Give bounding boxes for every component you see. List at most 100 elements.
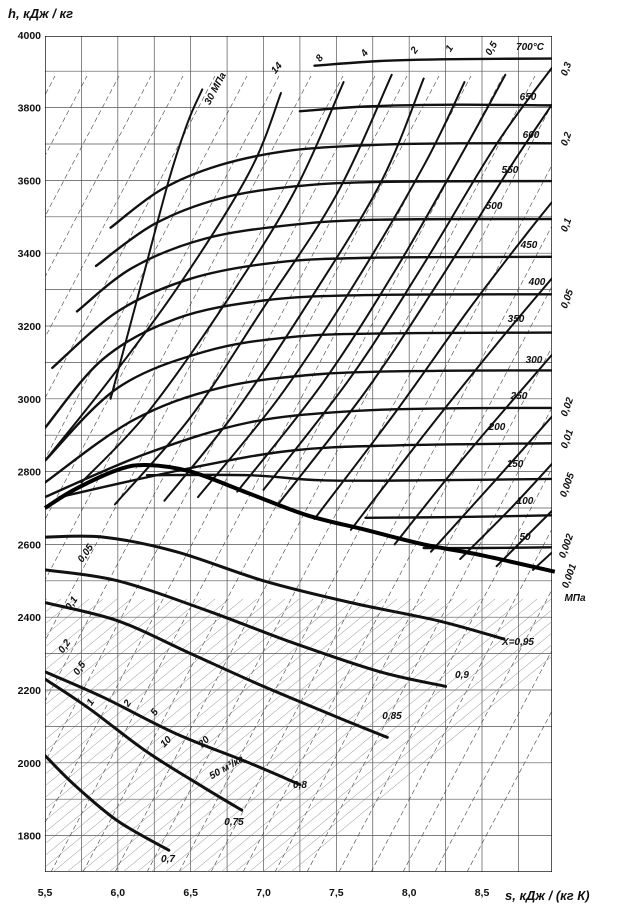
isochore-line	[45, 75, 312, 581]
y-tick-label: 3400	[18, 248, 42, 260]
x-tick-label: 8,0	[402, 887, 417, 899]
isochore-line	[50, 75, 472, 872]
isochore-line	[114, 75, 536, 872]
wet-hatch-line	[122, 598, 454, 872]
isochore-line	[45, 75, 344, 642]
dashed-isochores	[0, 75, 552, 872]
wet-hatch-line	[45, 598, 132, 671]
wet-hatch-line	[136, 598, 468, 872]
wet-hatch-line	[45, 598, 160, 694]
wet-hatch-line	[45, 598, 258, 775]
x-axis-title: s, кДж / (кг К)	[505, 888, 590, 903]
isotherms	[45, 57, 552, 550]
wet-hatch-line	[45, 598, 244, 764]
curve-label: 600	[523, 130, 540, 141]
y-tick-label: 3200	[18, 321, 42, 333]
y-tick-label: 3000	[18, 394, 42, 406]
wet-hatch-line	[0, 599, 19, 872]
isotherm-curve	[45, 293, 552, 430]
isotherm-curve	[51, 255, 552, 370]
dryness-curve	[45, 670, 302, 787]
dryness-curve	[45, 601, 389, 739]
isotherm-curve	[94, 179, 552, 268]
curve-label: 0,02	[559, 396, 576, 418]
isobar-curve	[393, 353, 552, 546]
wet-hatch-line	[45, 598, 216, 740]
dryness-curve	[45, 754, 171, 852]
curve-label: X=0,95	[501, 637, 534, 648]
isobars	[45, 66, 552, 571]
isotherm-curve	[364, 514, 552, 519]
curve-label: 450	[520, 240, 538, 251]
curve-label: 1	[444, 43, 457, 54]
dryness-curve	[45, 534, 506, 641]
isochore-line	[306, 407, 552, 872]
wet-hatch-line	[290, 655, 552, 872]
plot-frame	[45, 36, 552, 872]
isobar-curve	[197, 81, 466, 499]
dryness-lines	[45, 534, 506, 852]
y-axis-title: h, кДж / кг	[8, 6, 73, 21]
curve-label: 30 МПа	[203, 70, 229, 106]
curve-label: 0,005	[558, 471, 577, 499]
curve-label: 650	[520, 92, 537, 103]
curve-label: 550	[502, 165, 519, 176]
isobar-curve	[349, 276, 552, 531]
isobar-curve	[236, 73, 507, 493]
curve-label: 1	[85, 697, 97, 708]
isochore-line	[434, 649, 552, 872]
y-tick-label: 3600	[18, 175, 42, 187]
isotherm-curve	[298, 103, 552, 113]
isobar-curve	[277, 102, 552, 506]
curve-label: 4	[358, 48, 371, 60]
isochore-line	[370, 528, 552, 872]
curve-label: 150	[507, 459, 524, 470]
wet-hatch-line	[45, 598, 104, 648]
x-tick-label: 6,0	[111, 887, 126, 899]
curve-label: 0,002	[557, 532, 576, 560]
curve-label: 250	[510, 391, 528, 402]
isotherm-curve	[75, 217, 552, 313]
isochore-line	[45, 75, 280, 521]
curve-label: 0,9	[455, 670, 469, 681]
wet-hatch-line	[276, 644, 552, 872]
wet-hatch-line	[178, 598, 510, 872]
isotherm-curve	[109, 141, 552, 229]
wet-hatch-line	[234, 609, 552, 872]
dryness-curve	[45, 677, 244, 812]
isochore-line	[178, 164, 552, 872]
curve-label: 350	[508, 314, 525, 325]
y-tick-label: 3800	[18, 103, 42, 115]
wet-hatch-line	[262, 632, 552, 872]
isobar-curve	[113, 73, 393, 506]
y-tick-label: 2600	[18, 539, 42, 551]
x-tick-label: 7,5	[329, 887, 344, 899]
dryness-curve	[45, 568, 448, 688]
isotherm-curve	[313, 57, 552, 67]
wet-hatch-line	[80, 598, 412, 872]
isobar-curve	[109, 88, 204, 400]
wet-hatch-line	[45, 598, 328, 833]
wet-hatch-line	[192, 598, 524, 872]
wet-hatch-line	[45, 598, 90, 636]
wet-hatch-line	[45, 598, 188, 717]
wet-hatch-line	[164, 598, 496, 872]
isotherm-curve	[145, 473, 552, 482]
curve-label: МПа	[564, 593, 586, 604]
curve-label: 50	[519, 532, 531, 543]
x-tick-label: 6,5	[183, 887, 198, 899]
isochore-line	[274, 346, 552, 872]
curve-label: 100	[517, 496, 534, 507]
isotherm-curve	[45, 369, 552, 484]
wet-hatch-line	[45, 598, 370, 868]
curve-label: 0,001	[560, 562, 579, 590]
y-tick-label: 4000	[18, 30, 42, 42]
isochore-line	[338, 467, 552, 872]
curve-label: 0,85	[382, 711, 402, 722]
curve-label: 500	[486, 201, 503, 212]
curve-label: 2	[408, 45, 421, 57]
axis-ticks: 1800 2000 2200 2400 2600 2800 3000 3200 3400 3600…	[18, 30, 490, 899]
x-tick-label: 5,5	[38, 887, 53, 899]
wet-hatch-line	[45, 598, 146, 683]
isochore-line	[402, 588, 552, 872]
